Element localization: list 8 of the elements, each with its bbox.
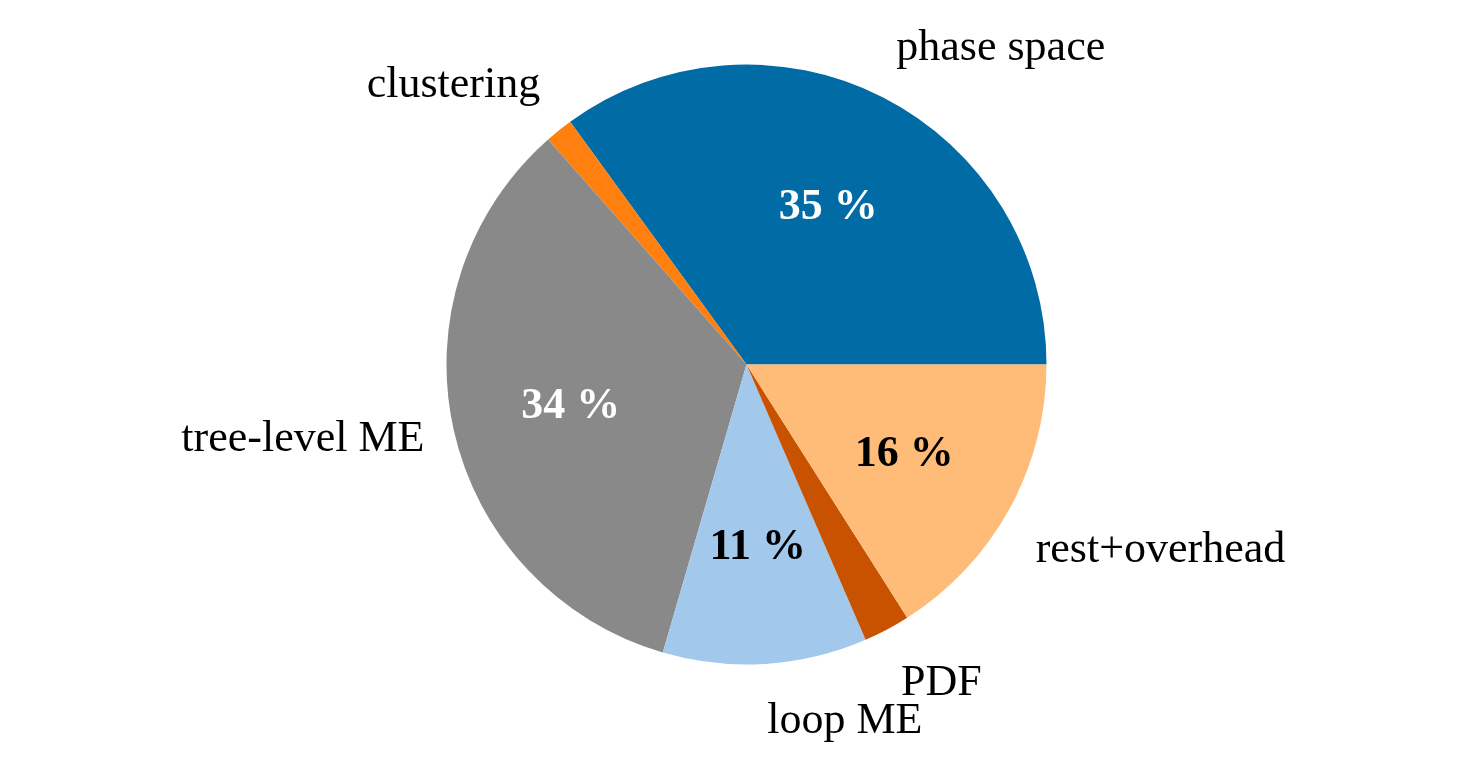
- data-label: 11 %: [709, 519, 807, 569]
- slice-label: phase space: [896, 21, 1106, 71]
- slice-label: tree-level ME: [181, 411, 425, 461]
- slice-label: rest+overhead: [1035, 523, 1286, 573]
- slice-label: clustering: [366, 57, 541, 107]
- data-label: 35 %: [778, 179, 878, 229]
- data-label: 16 %: [854, 426, 954, 476]
- data-label: 34 %: [521, 379, 621, 429]
